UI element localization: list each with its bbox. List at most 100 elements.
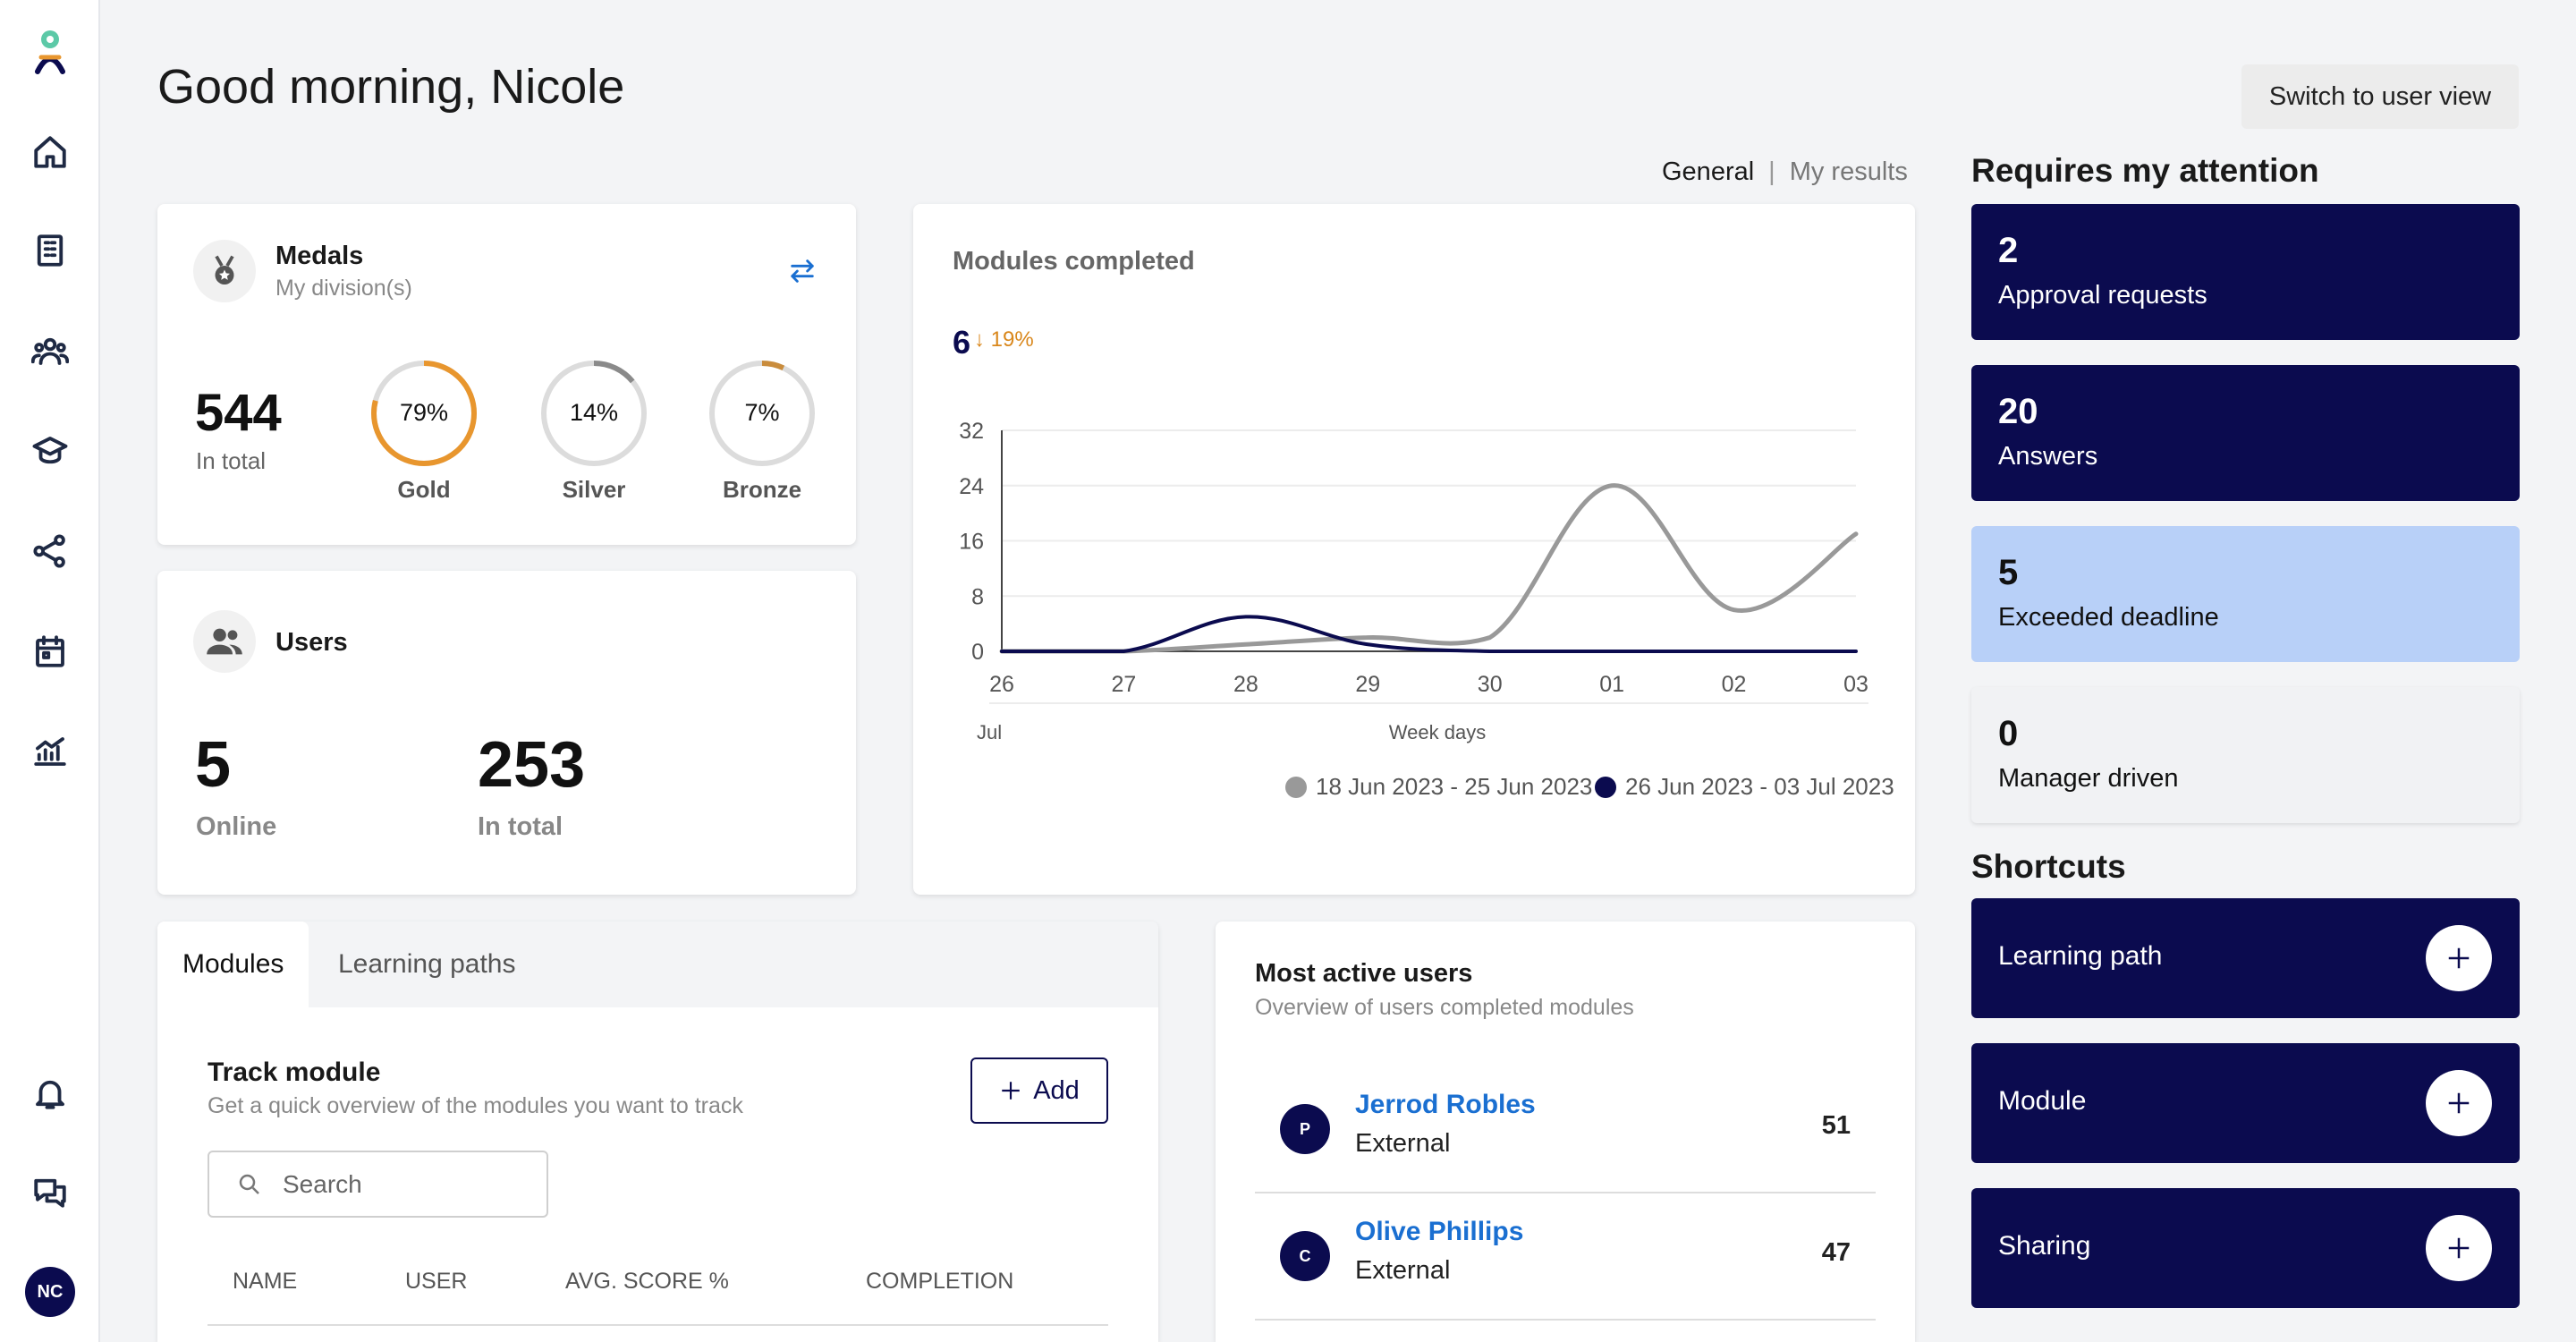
- silver-ring: [541, 361, 647, 466]
- table-divider: [208, 1324, 1108, 1326]
- column-header-name[interactable]: NAME: [233, 1269, 298, 1294]
- manager-driven-card[interactable]: 0 Manager driven: [1971, 687, 2520, 823]
- tab-learning-paths[interactable]: Learning paths: [338, 949, 516, 979]
- bronze-percent: 7%: [744, 399, 780, 426]
- tabs-bar: Modules Learning paths: [157, 922, 1158, 1007]
- legend-dot-2: [1595, 776, 1616, 798]
- medal-icon: [193, 240, 256, 302]
- y-tick-label: 16: [959, 530, 984, 555]
- silver-label: Silver: [562, 476, 626, 503]
- page-title: Good morning, Nicole: [157, 60, 625, 114]
- plus-icon: [2448, 947, 2470, 969]
- medals-total: 544: [195, 384, 282, 442]
- tab-modules[interactable]: Modules: [157, 922, 309, 1007]
- manager-driven-count: 0: [1998, 714, 2019, 753]
- plus-icon: [1002, 1082, 1020, 1100]
- modules-panel: Modules Learning paths Track module Get …: [157, 922, 1158, 1342]
- add-button[interactable]: Add: [970, 1057, 1108, 1124]
- answers-count: 20: [1998, 392, 2038, 431]
- graduation-cap-icon[interactable]: [29, 429, 72, 472]
- medals-title: Medals: [275, 242, 364, 270]
- series-line-1: [999, 483, 1859, 654]
- team-icon[interactable]: [29, 329, 72, 372]
- users-icon: [193, 610, 256, 673]
- share-icon[interactable]: [29, 530, 72, 573]
- bronze-label: Bronze: [722, 476, 802, 503]
- column-header-avg-score[interactable]: AVG. SCORE %: [565, 1269, 729, 1294]
- search-input[interactable]: [283, 1169, 515, 1199]
- users-total-label: In total: [478, 812, 564, 841]
- switch-to-user-view-button[interactable]: Switch to user view: [2241, 64, 2519, 129]
- y-tick-label: 0: [971, 640, 984, 665]
- add-learning-path-button[interactable]: [2426, 925, 2492, 991]
- list-item[interactable]: C Olive Phillips External 47: [1255, 1193, 1876, 1321]
- approval-requests-card[interactable]: 2 Approval requests: [1971, 204, 2520, 340]
- swap-icon[interactable]: [787, 256, 818, 291]
- user-type: External: [1355, 1129, 1451, 1158]
- add-button-label: Add: [1033, 1075, 1080, 1105]
- legend-label-2: 26 Jun 2023 - 03 Jul 2023: [1625, 773, 1894, 800]
- add-module-button[interactable]: [2426, 1070, 2492, 1136]
- view-general-link[interactable]: General: [1662, 157, 1755, 186]
- y-tick-label: 32: [959, 419, 984, 444]
- list-item[interactable]: P Jerrod Robles External 51: [1255, 1066, 1876, 1193]
- sidebar: NC: [0, 0, 100, 1342]
- exceeded-deadline-label: Exceeded deadline: [1998, 603, 2219, 632]
- shortcut-sharing[interactable]: Sharing: [1971, 1188, 2520, 1308]
- active-users-subtitle: Overview of users completed modules: [1255, 995, 1634, 1020]
- view-my-results-link[interactable]: My results: [1789, 157, 1908, 186]
- most-active-users-panel: Most active users Overview of users comp…: [1216, 922, 1915, 1342]
- answers-card[interactable]: 20 Answers: [1971, 365, 2520, 501]
- user-name-link[interactable]: Jerrod Robles: [1355, 1090, 1536, 1119]
- bronze-ring: [709, 361, 815, 466]
- avatar: P: [1280, 1104, 1330, 1154]
- x-axis-label: Week days: [1389, 721, 1486, 743]
- view-toggle: General | My results: [1662, 157, 1908, 187]
- building-icon[interactable]: [29, 229, 72, 272]
- user-type: External: [1355, 1256, 1451, 1285]
- x-tick-label: 26: [989, 672, 1014, 697]
- column-header-user[interactable]: USER: [405, 1269, 468, 1294]
- y-tick-label: 24: [959, 474, 984, 499]
- add-sharing-button[interactable]: [2426, 1215, 2492, 1281]
- avatar[interactable]: NC: [25, 1267, 75, 1317]
- shortcut-learning-path-label: Learning path: [1998, 941, 2163, 971]
- app-logo[interactable]: [30, 27, 70, 75]
- silver-percent: 14%: [569, 399, 619, 426]
- user-name-link[interactable]: Olive Phillips: [1355, 1217, 1524, 1246]
- x-tick-label: 27: [1112, 672, 1137, 697]
- medals-subtitle: My division(s): [275, 276, 412, 301]
- users-card: Users 5 Online 253 In total: [157, 571, 856, 895]
- series-line-2: [1000, 615, 1858, 654]
- gold-ring: [371, 361, 477, 466]
- track-module-title: Track module: [208, 1057, 381, 1087]
- modules-completed-card: Modules completed 6 ↓ 19% 32 24 16 8 0 26 27 28…: [913, 204, 1915, 895]
- bell-icon[interactable]: [29, 1072, 72, 1115]
- shortcut-module[interactable]: Module: [1971, 1043, 2520, 1163]
- users-online-label: Online: [196, 812, 277, 841]
- home-icon[interactable]: [29, 131, 72, 174]
- user-score: 47: [1821, 1238, 1851, 1267]
- analytics-icon[interactable]: [29, 730, 72, 773]
- gold-percent: 79%: [399, 399, 449, 426]
- avatar: C: [1280, 1231, 1330, 1281]
- x-tick-label: 30: [1478, 672, 1503, 697]
- calendar-icon[interactable]: [29, 630, 72, 673]
- exceeded-deadline-card[interactable]: 5 Exceeded deadline: [1971, 526, 2520, 662]
- medals-card: Medals My division(s) 544 In total 79% G…: [157, 204, 856, 545]
- users-online-count: 5: [195, 729, 232, 801]
- user-score: 51: [1821, 1111, 1851, 1140]
- active-users-title: Most active users: [1255, 959, 1473, 988]
- shortcut-learning-path[interactable]: Learning path: [1971, 898, 2520, 1018]
- attention-title: Requires my attention: [1971, 152, 2319, 189]
- exceeded-deadline-count: 5: [1998, 553, 2019, 592]
- x-tick-label: 28: [1233, 672, 1258, 697]
- plus-icon: [2448, 1237, 2470, 1259]
- x-tick-label: 29: [1355, 672, 1380, 697]
- shortcut-sharing-label: Sharing: [1998, 1231, 2091, 1261]
- search-field[interactable]: [208, 1151, 548, 1218]
- chat-icon[interactable]: [29, 1170, 72, 1213]
- column-header-completion[interactable]: COMPLETION: [866, 1269, 1014, 1294]
- approval-requests-count: 2: [1998, 231, 2019, 270]
- x-tick-label: 03: [1843, 672, 1868, 697]
